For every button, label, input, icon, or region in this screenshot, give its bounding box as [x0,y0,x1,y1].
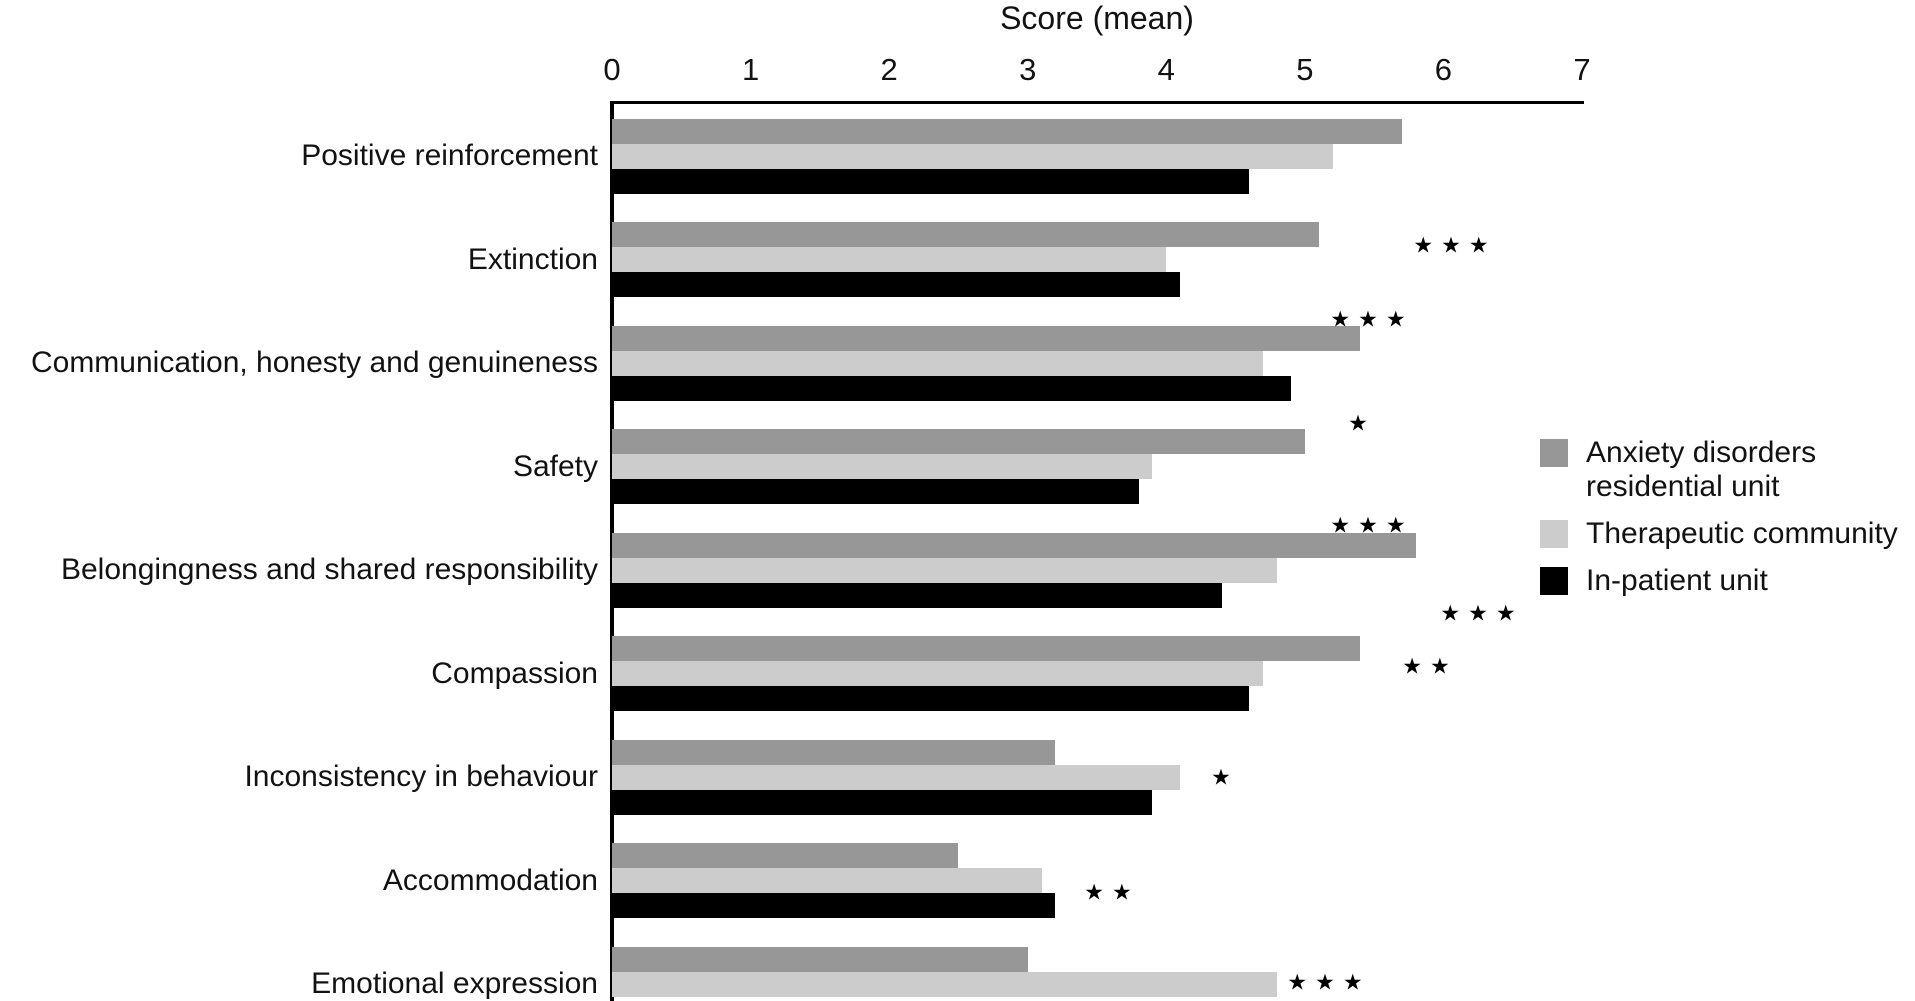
x-tick-label: 3 [1019,52,1037,87]
category-label: Communication, honesty and genuineness [30,346,598,379]
x-tick-label: 4 [1157,52,1175,87]
bar-therapeutic-community [612,764,1181,790]
bar-therapeutic-community [612,661,1264,686]
bar-therapeutic-community [612,143,1333,169]
x-tick-label: 7 [1573,52,1591,87]
legend-item: In-patient unit [1540,564,1898,598]
bar-in-patient-unit [612,789,1153,815]
bar-in-patient-unit [612,582,1222,608]
bar-in-patient-unit [612,168,1250,194]
bar-anxiety-disorders-residential-unit [612,429,1305,454]
bar-in-patient-unit [612,272,1181,297]
bar-anxiety-disorders-residential-unit [612,118,1402,144]
significance-stars: ★★★ [1440,601,1524,627]
category-label: Inconsistency in behaviour [244,760,598,793]
x-tick-label: 0 [603,52,621,87]
category-label: Positive reinforcement [301,139,598,172]
x-axis-title: Score (mean) [1000,0,1194,36]
significance-stars: ★ [1348,411,1376,437]
bar-anxiety-disorders-residential-unit [612,739,1056,765]
bar-therapeutic-community [612,971,1278,997]
bar-therapeutic-community [612,868,1042,893]
legend-label: In-patient unit [1586,564,1768,597]
legend-item: Therapeutic community [1540,517,1898,551]
legend-swatch-icon [1540,520,1568,548]
legend-label: Therapeutic community [1586,517,1898,550]
bar-anxiety-disorders-residential-unit [612,532,1416,558]
bar-in-patient-unit [612,479,1139,504]
significance-stars: ★ [1211,765,1239,791]
significance-stars: ★★★ [1330,513,1414,539]
x-tick-label: 2 [880,52,898,87]
x-axis-line [610,101,1584,104]
legend-swatch-icon [1540,567,1568,595]
x-tick-label: 6 [1434,52,1453,87]
x-tick-label: 1 [741,52,760,87]
x-tick-label: 5 [1296,52,1314,87]
category-label: Belongingness and shared responsibility [60,553,598,586]
category-label: Accommodation [382,863,598,897]
significance-stars: ★★ [1402,654,1458,680]
chart-legend: Anxiety disorders residential unit Therap… [1540,436,1898,611]
legend-label: Anxiety disorders residential unit [1586,436,1817,503]
bar-therapeutic-community [612,350,1264,376]
category-label: Safety [512,449,598,483]
bar-therapeutic-community [612,454,1153,479]
bar-anxiety-disorders-residential-unit [612,636,1361,661]
bar-therapeutic-community [612,557,1278,583]
bar-anxiety-disorders-residential-unit [612,222,1319,247]
category-label: Emotional expression [311,967,598,1000]
bar-anxiety-disorders-residential-unit [612,843,959,868]
significance-stars: ★★★ [1413,233,1497,259]
bar-therapeutic-community [612,247,1167,272]
legend-swatch-icon [1540,439,1568,467]
bar-in-patient-unit [612,686,1250,711]
legend-item: Anxiety disorders residential unit [1540,436,1898,504]
bar-anxiety-disorders-residential-unit [612,946,1028,972]
significance-stars: ★★★ [1287,970,1371,996]
category-label: Compassion [431,656,598,690]
bar-in-patient-unit [612,893,1056,918]
significance-stars: ★★★ [1330,307,1414,333]
significance-stars: ★★ [1084,880,1140,906]
category-label: Extinction [467,242,598,276]
bar-in-patient-unit [612,375,1291,401]
bar-anxiety-disorders-residential-unit [612,325,1361,351]
